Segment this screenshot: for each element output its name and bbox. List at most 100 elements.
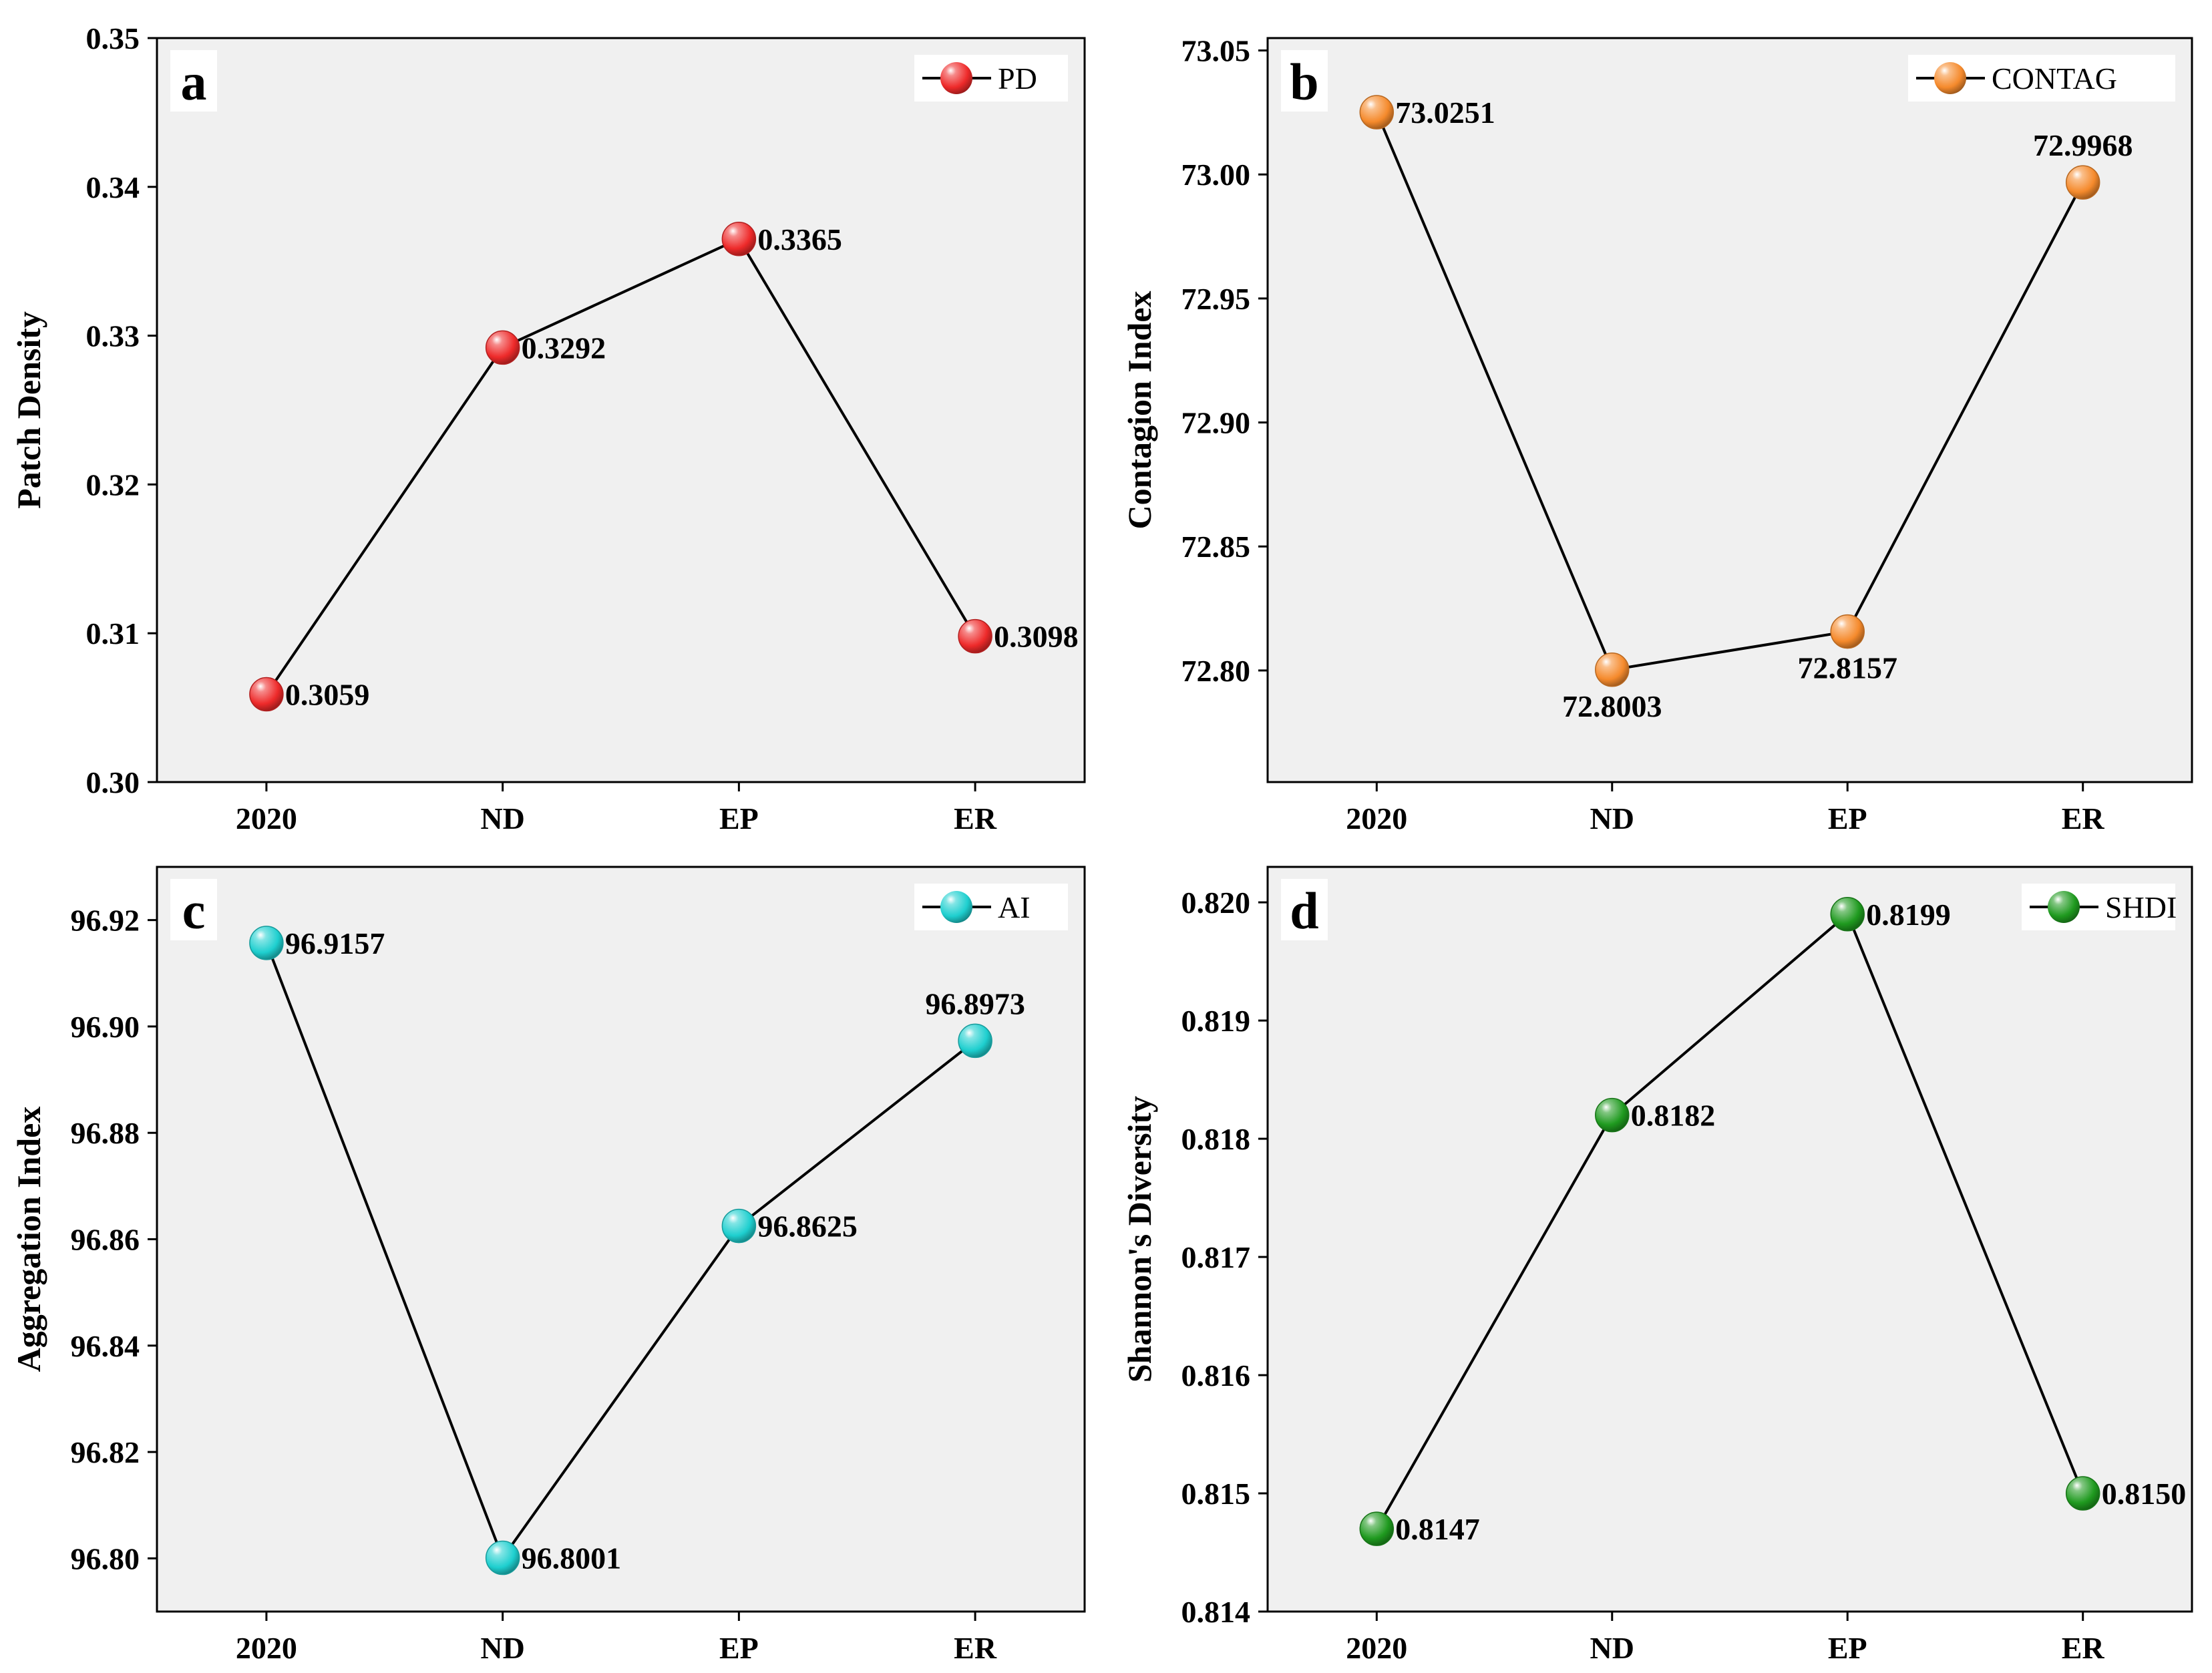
x-tick-label: EP xyxy=(719,1631,759,1665)
y-tick-label: 0.31 xyxy=(86,616,140,650)
x-tick-label: EP xyxy=(1828,801,1867,835)
y-tick-label: 72.95 xyxy=(1181,282,1251,316)
y-tick-label: 0.819 xyxy=(1181,1004,1251,1038)
y-tick-label: 0.814 xyxy=(1181,1595,1251,1629)
data-label: 96.9157 xyxy=(285,926,385,960)
data-point xyxy=(485,330,520,365)
panel-letter: d xyxy=(1290,882,1318,940)
y-tick-label: 96.92 xyxy=(71,904,140,938)
panel-letter: a xyxy=(181,53,207,111)
x-tick-label: EP xyxy=(719,801,759,835)
x-tick-label: ND xyxy=(1590,801,1634,835)
data-label: 0.8147 xyxy=(1395,1512,1480,1546)
legend-label: PD xyxy=(998,61,1037,96)
panel-c: 96.80 96.82 96.84 96.86 96.88 96.90 96.92 2020 N… xyxy=(10,866,1086,1665)
data-point xyxy=(1595,653,1630,687)
data-point xyxy=(2065,1476,2100,1511)
y-tick-label: 0.35 xyxy=(86,21,140,55)
data-point xyxy=(958,618,992,654)
panel-letter-bg xyxy=(1281,50,1328,112)
data-point xyxy=(1595,1097,1630,1133)
data-label: 0.8199 xyxy=(1866,898,1951,932)
data-point xyxy=(249,926,284,960)
data-label: 96.8973 xyxy=(925,986,1025,1020)
data-point xyxy=(485,1540,520,1575)
panel-b: 72.80 72.85 72.90 72.95 73.00 73.05 2020 ND EP ER… xyxy=(1121,34,2193,835)
panel-letter-bg xyxy=(170,879,217,940)
x-tick-label: 2020 xyxy=(1346,1631,1407,1665)
y-tick-label: 72.80 xyxy=(1181,654,1251,688)
data-label: 73.0251 xyxy=(1395,96,1495,130)
y-tick-label: 73.00 xyxy=(1181,158,1251,192)
legend: AI xyxy=(914,884,1068,930)
y-tick-label: 0.34 xyxy=(86,170,140,204)
x-tick-label: ND xyxy=(1590,1631,1634,1665)
y-tick-label: 0.817 xyxy=(1181,1240,1251,1274)
x-tick-label: 2020 xyxy=(236,1631,297,1665)
y-tick-label: 73.05 xyxy=(1181,34,1251,68)
y-axis-title: Aggregation Index xyxy=(10,1107,47,1372)
y-axis-title: Shannon's Diversity xyxy=(1121,1096,1158,1382)
data-point xyxy=(721,1208,757,1244)
y-tick-label: 72.90 xyxy=(1181,406,1251,440)
plot-area xyxy=(156,37,1086,783)
x-tick-label: ER xyxy=(954,1631,997,1665)
data-label: 0.3365 xyxy=(757,222,842,256)
data-label: 0.8182 xyxy=(1631,1099,1716,1133)
series-line xyxy=(1375,912,2084,1530)
y-tick-label: 0.818 xyxy=(1181,1122,1251,1156)
legend: CONTAG xyxy=(1908,55,2175,102)
legend-label: SHDI xyxy=(2105,890,2177,924)
data-label: 0.3292 xyxy=(522,331,606,365)
x-tick-label: ER xyxy=(954,801,997,835)
legend: PD xyxy=(914,55,1068,102)
legend-label: AI xyxy=(998,890,1031,924)
data-label: 72.8157 xyxy=(1797,651,1897,685)
y-tick-label: 0.815 xyxy=(1181,1477,1251,1511)
x-tick-label: 2020 xyxy=(236,801,297,835)
x-tick-label: ND xyxy=(480,1631,524,1665)
x-tick-label: EP xyxy=(1828,1631,1867,1665)
y-tick-label: 96.86 xyxy=(71,1223,140,1257)
series-line xyxy=(265,942,976,1561)
legend-marker xyxy=(1934,62,1966,94)
data-label: 96.8001 xyxy=(522,1541,622,1575)
y-tick-label: 0.820 xyxy=(1181,886,1251,920)
panel-letter-bg xyxy=(1281,879,1328,940)
plot-area xyxy=(1266,866,2193,1613)
y-tick-label: 0.30 xyxy=(86,765,140,799)
panel-letter-bg xyxy=(170,50,217,112)
data-label: 0.8150 xyxy=(2102,1477,2187,1511)
legend-marker xyxy=(940,62,972,94)
data-point xyxy=(1830,614,1865,649)
y-tick-label: 96.82 xyxy=(71,1435,140,1469)
legend: SHDI xyxy=(2022,884,2177,930)
series-line xyxy=(265,237,976,695)
legend-label: CONTAG xyxy=(1992,61,2117,96)
panel-d: 0.814 0.815 0.816 0.817 0.818 0.819 0.820 2020 N… xyxy=(1121,866,2193,1665)
y-tick-label: 0.32 xyxy=(86,468,140,502)
x-tick-label: 2020 xyxy=(1346,801,1407,835)
data-label: 0.3059 xyxy=(285,678,369,712)
data-label: 72.9968 xyxy=(2033,128,2133,162)
y-tick-label: 96.80 xyxy=(71,1541,140,1575)
data-point xyxy=(249,677,284,712)
y-tick-label: 96.84 xyxy=(71,1329,140,1363)
y-tick-label: 0.33 xyxy=(86,319,140,353)
plot-area xyxy=(156,866,1086,1613)
y-tick-label: 72.85 xyxy=(1181,530,1251,564)
x-tick-label: ER xyxy=(2062,801,2105,835)
y-tick-label: 96.88 xyxy=(71,1116,140,1150)
data-point xyxy=(1830,897,1865,932)
panel-letter: c xyxy=(182,882,206,940)
data-point xyxy=(958,1023,992,1059)
data-point xyxy=(721,222,757,256)
data-point xyxy=(1359,95,1395,130)
data-label: 72.8003 xyxy=(1562,689,1662,723)
data-point xyxy=(1359,1511,1395,1546)
series-line xyxy=(1375,112,2084,672)
x-tick-label: ND xyxy=(480,801,524,835)
legend-marker xyxy=(940,891,972,923)
data-point xyxy=(2065,165,2100,200)
